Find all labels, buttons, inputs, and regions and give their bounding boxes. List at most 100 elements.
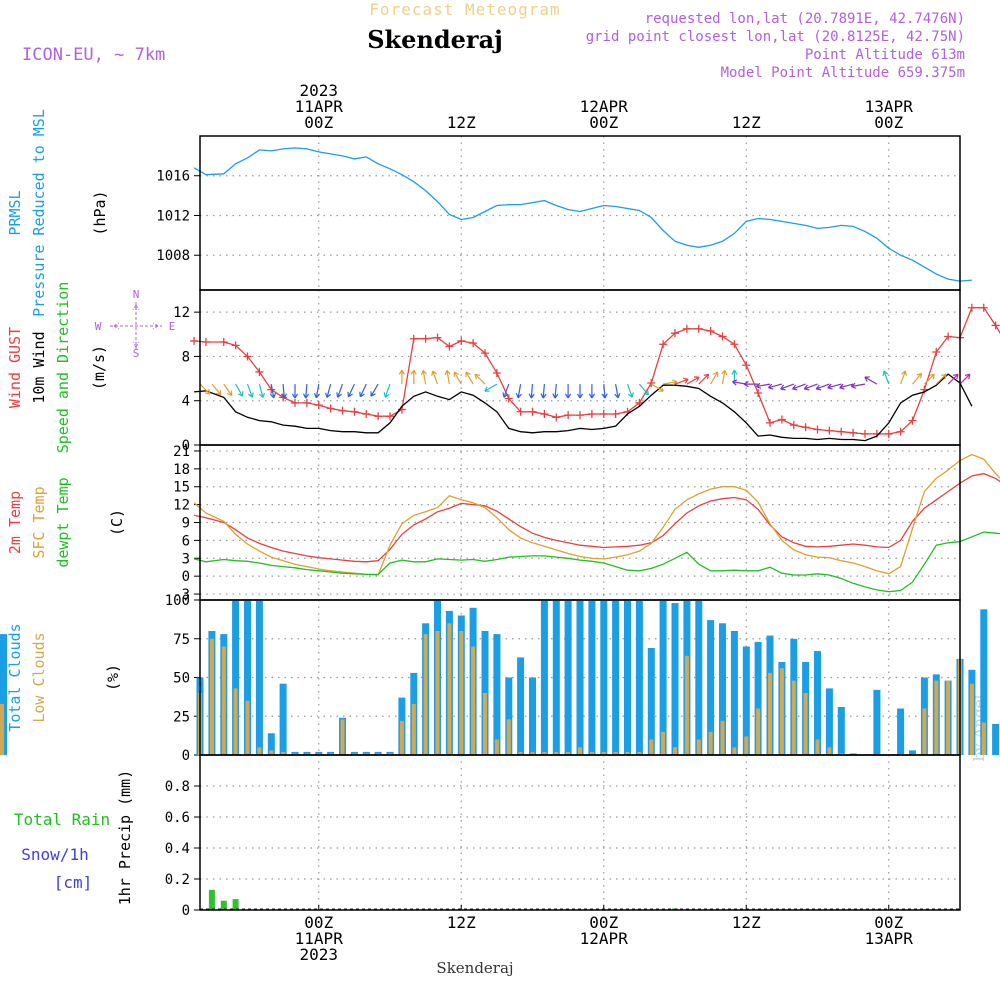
low-cloud-bar	[578, 747, 582, 756]
low-cloud-bar	[946, 680, 951, 755]
total-cloud-bar	[588, 600, 596, 755]
wind-direction-arrow	[235, 383, 244, 397]
wind-direction-arrow	[815, 383, 830, 391]
bottom-time-label: 12Z	[447, 913, 476, 932]
gust-marker	[682, 324, 691, 333]
low-cloud-bar	[399, 720, 404, 755]
low-cloud-bar	[494, 739, 499, 755]
station-title: Skenderaj	[367, 25, 503, 54]
wind-direction-arrow	[638, 383, 649, 396]
total-cloud-bar	[279, 683, 287, 755]
panel-unit-label: (C)	[108, 509, 126, 536]
gust-marker	[386, 412, 394, 421]
series-line	[193, 147, 972, 282]
low-cloud-bar	[506, 719, 511, 755]
total-cloud-bar	[374, 751, 382, 755]
total-cloud-bar	[624, 600, 631, 755]
wind-direction-arrow	[923, 373, 935, 385]
wind-direction-arrow	[839, 383, 854, 390]
gust-marker	[861, 429, 869, 438]
gust-marker	[967, 303, 976, 312]
total-cloud-bar	[825, 688, 833, 755]
panel-label: 2m Temp	[6, 491, 24, 554]
bottom-time-label: 12Z	[732, 913, 761, 932]
total-cloud-bar	[267, 733, 275, 755]
gust-marker	[255, 367, 264, 376]
panel-label: Pressure Reduced to MSL	[30, 109, 48, 317]
compass-s: S	[133, 347, 140, 360]
y-tick-label: 75	[173, 632, 190, 648]
gust-marker	[291, 398, 299, 407]
panel-label: SFC Temp	[30, 486, 48, 558]
low-cloud-bar	[696, 739, 701, 755]
panel-unit-label: (%)	[104, 664, 122, 691]
wind-direction-arrow	[780, 383, 795, 391]
panel-frame	[199, 444, 961, 601]
wind-direction-arrow	[864, 376, 878, 385]
wind-direction-arrow	[614, 383, 621, 399]
gust-marker	[587, 410, 596, 418]
low-cloud-bar	[518, 751, 523, 755]
y-tick-label: 8	[182, 349, 190, 365]
requested-coords: requested lon,lat (20.7891E, 42.7476N)	[645, 11, 965, 27]
bottom-time-label: 00Z	[589, 913, 618, 932]
total-cloud-bar	[350, 751, 358, 755]
compass-n: N	[133, 288, 140, 301]
compass-w: W	[95, 320, 102, 333]
top-time-label: 11APR	[295, 97, 344, 116]
total-cloud-bar	[564, 600, 572, 755]
panel-label: Low Clouds	[30, 632, 48, 722]
panel-precip: 0 0.2 0.4 0.6 0.8 Total Rain Snow/1h [cm] 1hr Pr…	[14, 754, 961, 919]
total-cloud-bar	[517, 657, 525, 755]
low-cloud-bar	[411, 703, 416, 755]
low-cloud-bar	[613, 751, 618, 755]
total-cloud-bar	[992, 724, 1000, 755]
point-altitude: Point Altitude 613m	[805, 47, 965, 63]
top-time-label: 2023	[299, 81, 338, 100]
total-cloud-bar	[873, 689, 881, 755]
gust-marker	[445, 342, 454, 351]
y-tick-label: 21	[173, 444, 190, 460]
gust-marker	[374, 412, 383, 421]
wind-direction-arrow	[246, 383, 254, 398]
top-time-label: 12APR	[580, 97, 629, 116]
wind-direction-arrow	[528, 384, 535, 399]
y-tick-label: 0	[182, 569, 190, 585]
bottom-time-label: 13APR	[865, 929, 914, 948]
panel-clouds: 0 25 50 75 100 Total Clouds Low Clouds (%)	[0, 593, 1000, 764]
wind-direction-arrow	[444, 369, 451, 385]
low-cloud-bar	[589, 751, 594, 755]
footer-station: Skenderaj	[436, 959, 513, 977]
panel-label: 10m Wind	[30, 331, 48, 403]
panel-temp: -3 0 3 69 12 15 18 21 2m Temp SFC Temp dewpt Temp (…	[6, 444, 1000, 603]
panel-frame	[199, 135, 961, 291]
y-tick-label: 1012	[156, 208, 190, 224]
low-cloud-bar	[815, 739, 820, 755]
y-tick-label: 0	[182, 748, 190, 764]
gust-marker	[789, 421, 798, 430]
wind-direction-arrow	[710, 371, 719, 385]
y-tick-label: 0	[182, 438, 190, 454]
low-cloud-bar	[459, 631, 464, 755]
wind-direction-arrow	[792, 383, 806, 391]
low-cloud-bar	[684, 655, 689, 755]
gust-marker	[231, 341, 240, 350]
panel-frame	[199, 754, 961, 911]
low-cloud-bar	[447, 623, 452, 756]
series-line	[194, 307, 1000, 435]
low-cloud-bar	[281, 751, 286, 755]
bottom-time-label: 11APR	[295, 929, 344, 948]
gust-marker	[647, 379, 656, 387]
low-cloud-bar	[0, 744, 4, 755]
low-cloud-bar	[803, 693, 808, 755]
panel-label: PRMSL	[6, 190, 24, 235]
series-line	[193, 453, 1000, 576]
gust-marker	[421, 334, 430, 343]
y-tick-label: 6	[182, 533, 190, 549]
series-line	[193, 472, 1000, 563]
top-time-label: 12Z	[447, 113, 476, 132]
gust-marker	[884, 429, 893, 438]
gust-marker	[611, 410, 620, 418]
total-cloud-bar	[529, 677, 536, 755]
